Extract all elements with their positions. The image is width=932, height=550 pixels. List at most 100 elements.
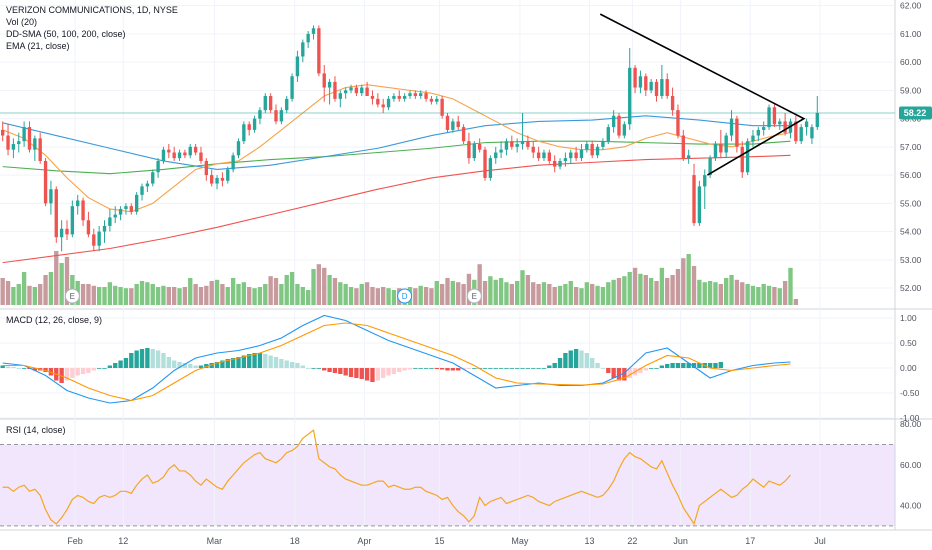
macd-histogram-bar (536, 368, 541, 369)
candle-body (536, 152, 541, 159)
volume-bar (11, 287, 16, 305)
macd-histogram-bar (102, 368, 107, 369)
candle-body (177, 152, 182, 159)
candle-body (815, 112, 819, 128)
macd-histogram-bar (579, 350, 584, 368)
volume-bar (289, 272, 295, 305)
macd-histogram-bar (707, 363, 713, 368)
macd-tick-label: 0.00 (900, 363, 917, 373)
candle-body (601, 141, 605, 147)
volume-bar (161, 285, 166, 305)
volume-bar (713, 282, 718, 305)
event-marker-circle (466, 288, 482, 304)
volume-bar (638, 273, 643, 305)
volume-bar (691, 266, 697, 305)
macd-histogram-bar (557, 358, 563, 368)
triangle-pattern (599, 13, 806, 176)
volume-bar (5, 281, 11, 305)
macd-histogram-bar (305, 368, 311, 369)
macd-histogram-bar (600, 368, 606, 369)
volume-bar (113, 285, 118, 305)
volume-bar (488, 276, 493, 305)
volume-bar (675, 269, 681, 305)
macd-histogram-bar (343, 368, 348, 376)
candle-body (531, 146, 535, 153)
candle-body (686, 155, 691, 159)
candle-body (242, 124, 246, 142)
macd-histogram-bar (220, 360, 225, 368)
volume-bar (80, 284, 86, 305)
volume-bar (343, 284, 348, 305)
volume-bar (622, 276, 627, 305)
candle-body (451, 121, 455, 130)
price-tag-label: 58.22 (904, 108, 927, 118)
volume-bar (375, 288, 381, 305)
candle-body (327, 81, 332, 88)
candle-body (762, 127, 766, 130)
candle-body (547, 152, 552, 161)
candle-body (301, 42, 305, 57)
volume-bar (279, 284, 284, 305)
macd-histogram-bar (686, 363, 691, 368)
volume-bar (456, 282, 461, 305)
macd-histogram-bar (568, 350, 573, 368)
macd-histogram-bar (498, 368, 504, 369)
macd-histogram-bar (450, 368, 456, 371)
time-tick-label: 12 (118, 536, 128, 546)
candle-body (274, 110, 278, 122)
event-marker-circle (64, 288, 80, 304)
macd-histogram-bar (397, 368, 402, 372)
volume-bar (734, 279, 740, 305)
time-tick-label: Apr (357, 536, 371, 546)
macd-histogram-bar (520, 368, 525, 369)
macd-histogram-bar (129, 353, 134, 368)
macd-histogram-bar (48, 368, 54, 376)
price-tick-label: 62.00 (900, 1, 922, 11)
volume-bar (504, 282, 509, 305)
macd-histogram-bar (230, 358, 236, 368)
candle-body (456, 121, 460, 128)
macd-histogram-bar (145, 348, 150, 368)
macd-histogram-bar (418, 368, 423, 369)
volume-bar (16, 284, 21, 305)
volume-bar (311, 269, 316, 305)
volume-bar (461, 284, 466, 305)
triangle-lines (599, 13, 806, 176)
macd-histogram-bar (584, 353, 590, 368)
volume-bar (91, 285, 96, 305)
macd-histogram-bar (445, 368, 450, 371)
macd-histogram-bar (284, 360, 289, 368)
candle-body (226, 169, 230, 181)
macd-tick-label: -1.00 (900, 413, 920, 423)
macd-histogram-bar (429, 368, 434, 369)
candle-body (311, 28, 316, 34)
macd-tick-label: -0.50 (900, 388, 920, 398)
candle-body (285, 98, 289, 111)
macd-histogram-bar (107, 365, 113, 368)
time-tick-label: 22 (627, 536, 637, 546)
macd-histogram-bar (590, 358, 595, 368)
time-tick-label: 13 (585, 536, 595, 546)
candle-body (354, 87, 359, 94)
candle-body (349, 87, 353, 91)
candle-body (86, 220, 91, 235)
macd-histogram-bar (697, 363, 702, 368)
macd-histogram-bar (0, 365, 5, 368)
price-tick-label: 60.00 (900, 57, 922, 67)
macd-histogram-bar (32, 368, 38, 371)
macd-histogram-bar (402, 368, 407, 371)
candle-body (767, 107, 771, 128)
volume-bar (145, 282, 150, 305)
volume-bar (241, 282, 247, 305)
volume-bar (579, 288, 584, 305)
candle-body (193, 146, 198, 153)
candle-body (579, 149, 584, 159)
price-tick-label: 52.00 (900, 283, 922, 293)
candle-body (445, 115, 450, 130)
volume-bar (772, 287, 777, 305)
macd-histogram-bar (257, 353, 263, 368)
candle-body (676, 110, 680, 136)
macd-histogram-bar (209, 363, 214, 368)
volume-bar (627, 272, 632, 305)
volume-bar (632, 267, 638, 305)
